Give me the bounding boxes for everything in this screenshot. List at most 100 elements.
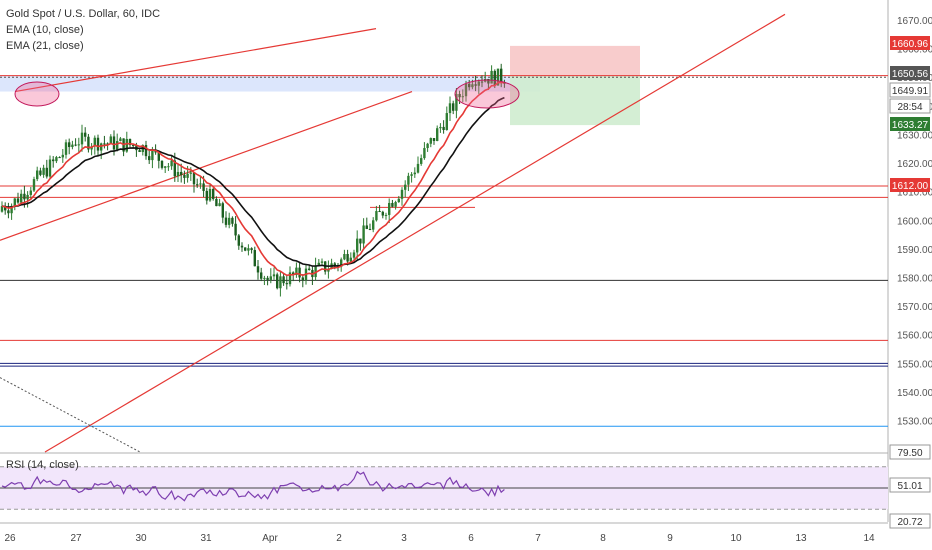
candle-body [464,83,468,97]
candle-body [215,198,218,207]
price-tag-text: 1612.00 [892,181,929,192]
candle-body [295,267,298,276]
candle-body [269,276,272,280]
candle-body [100,143,103,151]
x-tick-label: 14 [863,533,875,544]
candle-body [432,138,436,141]
candle-body [167,166,170,168]
candle-body [208,188,212,201]
candle-body [317,262,320,266]
candle-body [7,210,10,214]
y-tick-label: 1530.00 [897,417,932,428]
candle-body [493,70,496,86]
price-tag-box [889,82,931,98]
candle-body [13,198,16,206]
x-tick-label: 8 [600,533,606,544]
price-tag-text: 1660.96 [892,39,929,50]
candle-body [346,254,349,262]
highlight-ellipse-left [14,81,60,107]
x-tick-label: 27 [70,533,82,544]
candle-body [164,166,167,168]
candle-body [448,103,452,114]
rsi-pane-label: RSI (14, close) [6,459,79,471]
candle-body [20,193,23,203]
candle-body [173,160,176,177]
candle-body [74,144,77,146]
candle-body [503,81,506,84]
rsi-tag-box [889,477,931,493]
candle-body [429,138,432,144]
y-tick-label: 1630.00 [897,130,932,141]
candle-body [391,202,394,207]
candle-body [410,174,413,176]
candle-body [42,167,45,175]
candle-body [298,267,301,278]
candle-body [279,276,282,289]
candle-body [340,259,343,267]
chart-legend: Gold Spot / U.S. Dollar, 60, IDC EMA (10… [6,6,160,54]
candle-body [87,136,90,150]
candle-body [388,202,391,215]
candle-body [480,81,484,83]
candle-body [426,143,429,149]
candle-body [55,157,58,162]
rsi-tag-text: 79.50 [897,448,922,459]
y-tick-label: 1560.00 [897,331,932,342]
rsi-tag-text: 51.01 [897,481,922,492]
x-tick-label: 2 [336,533,342,544]
candle-body [244,247,247,251]
candle-body [375,211,378,221]
candle-body [420,158,423,164]
candle-body [308,268,311,270]
candle-body [250,248,253,251]
candle-body [253,250,256,267]
candle-body [186,173,189,178]
candle-body [343,254,346,260]
ema10-line [1,81,505,277]
y-tick-label: 1580.00 [897,273,932,284]
candle-body [314,265,317,278]
candle-body [352,252,356,258]
candle-body [23,193,26,200]
candle-body [221,203,224,218]
candle-body [272,274,276,277]
candle-body [266,277,269,280]
x-tick-label: 6 [468,533,474,544]
rsi-tag-text: 20.72 [897,517,922,528]
price-tag-box [890,36,930,50]
candle-body [144,145,148,157]
candle-body [260,272,263,279]
candle-body [237,235,240,246]
candle-body [397,198,400,203]
candle-body [29,190,32,195]
upper-channel-line [14,28,377,93]
highlight-ellipse-right [454,79,520,109]
rsi-line [1,470,505,502]
candle-body [381,211,384,216]
candle-body [455,93,458,111]
y-tick-label: 1540.00 [897,388,932,399]
supply-zone [0,75,540,92]
candle-body [461,96,464,98]
candle-body [327,268,330,272]
candle-body [10,205,13,214]
candle-body [148,156,151,161]
x-tick-label: 13 [795,533,807,544]
y-tick-label: 1670.00 [897,16,932,27]
candle-body [84,132,87,137]
candle-body [176,171,180,177]
candle-body [192,172,196,185]
candle-body [442,126,445,130]
candle-body [224,217,228,225]
candle-body [132,145,135,147]
candle-body [292,272,295,276]
candle-body [71,144,74,148]
candle-body [68,142,71,148]
y-tick-label: 1570.00 [897,302,932,313]
candle-body [218,203,221,207]
rsi-tag-box [889,444,931,460]
x-tick-label: 3 [401,533,407,544]
candle-body [228,217,231,225]
candle-body [445,113,448,130]
